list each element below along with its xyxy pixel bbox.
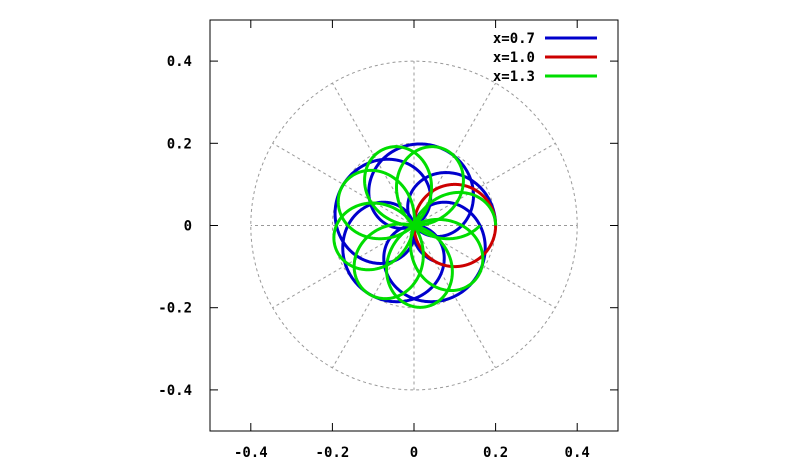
legend-label: x=1.3 bbox=[493, 69, 535, 85]
x-tick-label: 0.2 bbox=[483, 445, 508, 461]
x-tick-label: 0.4 bbox=[565, 445, 590, 461]
y-tick-label: -0.4 bbox=[158, 383, 192, 399]
y-tick-label: -0.2 bbox=[158, 301, 192, 317]
x-tick-label: -0.4 bbox=[234, 445, 268, 461]
y-tick-label: 0.2 bbox=[167, 136, 192, 152]
y-tick-label: 0.4 bbox=[167, 54, 192, 70]
legend-label: x=0.7 bbox=[493, 31, 535, 47]
x-tick-label: -0.2 bbox=[316, 445, 350, 461]
legend: x=0.7 x=1.0 x=1.3 bbox=[493, 31, 597, 85]
legend-label: x=1.0 bbox=[493, 50, 535, 66]
y-tick-label: 0 bbox=[184, 219, 192, 235]
series-curves bbox=[332, 142, 498, 309]
x-tick-label: 0 bbox=[410, 445, 418, 461]
series-line-3 bbox=[332, 145, 498, 309]
axis-ticks: -0.4 -0.2 0 0.2 0.4 0.4 0.2 0 -0.2 -0.4 bbox=[158, 20, 618, 461]
